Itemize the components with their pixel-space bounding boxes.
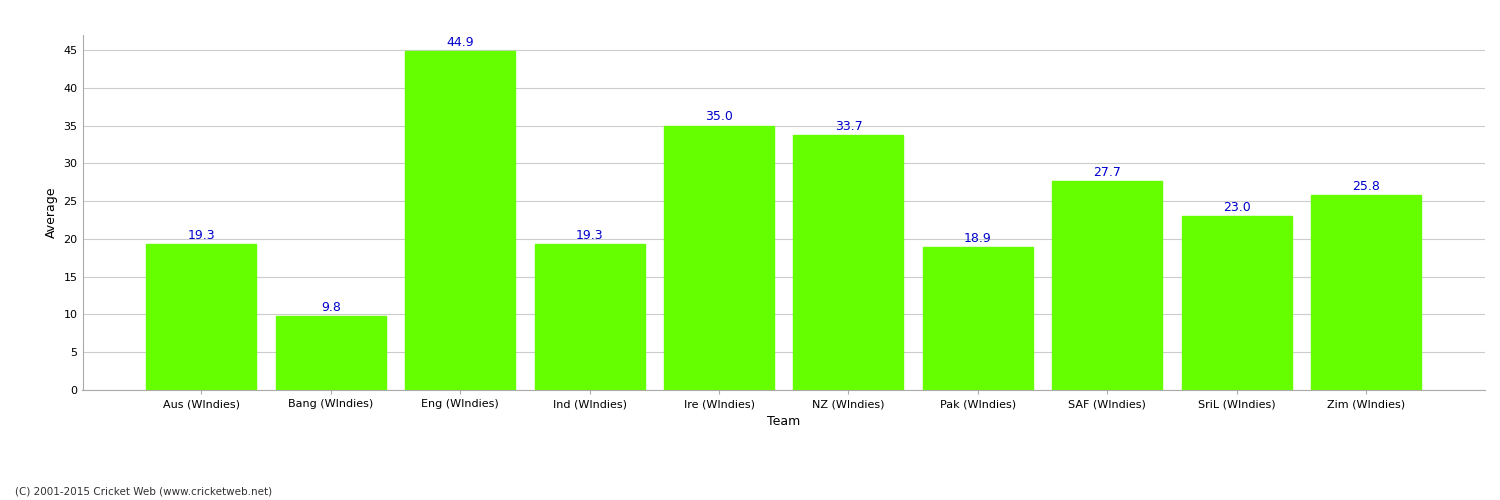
Text: (C) 2001-2015 Cricket Web (www.cricketweb.net): (C) 2001-2015 Cricket Web (www.cricketwe…	[15, 487, 272, 497]
Text: 23.0: 23.0	[1222, 201, 1251, 214]
X-axis label: Team: Team	[766, 414, 801, 428]
Bar	[664, 126, 774, 390]
Bar	[405, 51, 514, 390]
Y-axis label: Average: Average	[45, 186, 58, 238]
Text: 25.8: 25.8	[1353, 180, 1380, 193]
Text: 9.8: 9.8	[321, 300, 340, 314]
Text: 27.7: 27.7	[1094, 166, 1122, 178]
Bar	[1311, 195, 1422, 390]
Bar	[146, 244, 256, 390]
Text: 19.3: 19.3	[188, 229, 214, 242]
Text: 35.0: 35.0	[705, 110, 734, 124]
Text: 18.9: 18.9	[964, 232, 992, 245]
Bar	[1053, 181, 1162, 390]
Bar	[1182, 216, 1292, 390]
Bar	[534, 244, 645, 390]
Bar	[922, 247, 1034, 390]
Text: 19.3: 19.3	[576, 229, 603, 242]
Text: 33.7: 33.7	[834, 120, 862, 133]
Text: 44.9: 44.9	[447, 36, 474, 49]
Bar	[794, 136, 903, 390]
Bar	[276, 316, 386, 390]
